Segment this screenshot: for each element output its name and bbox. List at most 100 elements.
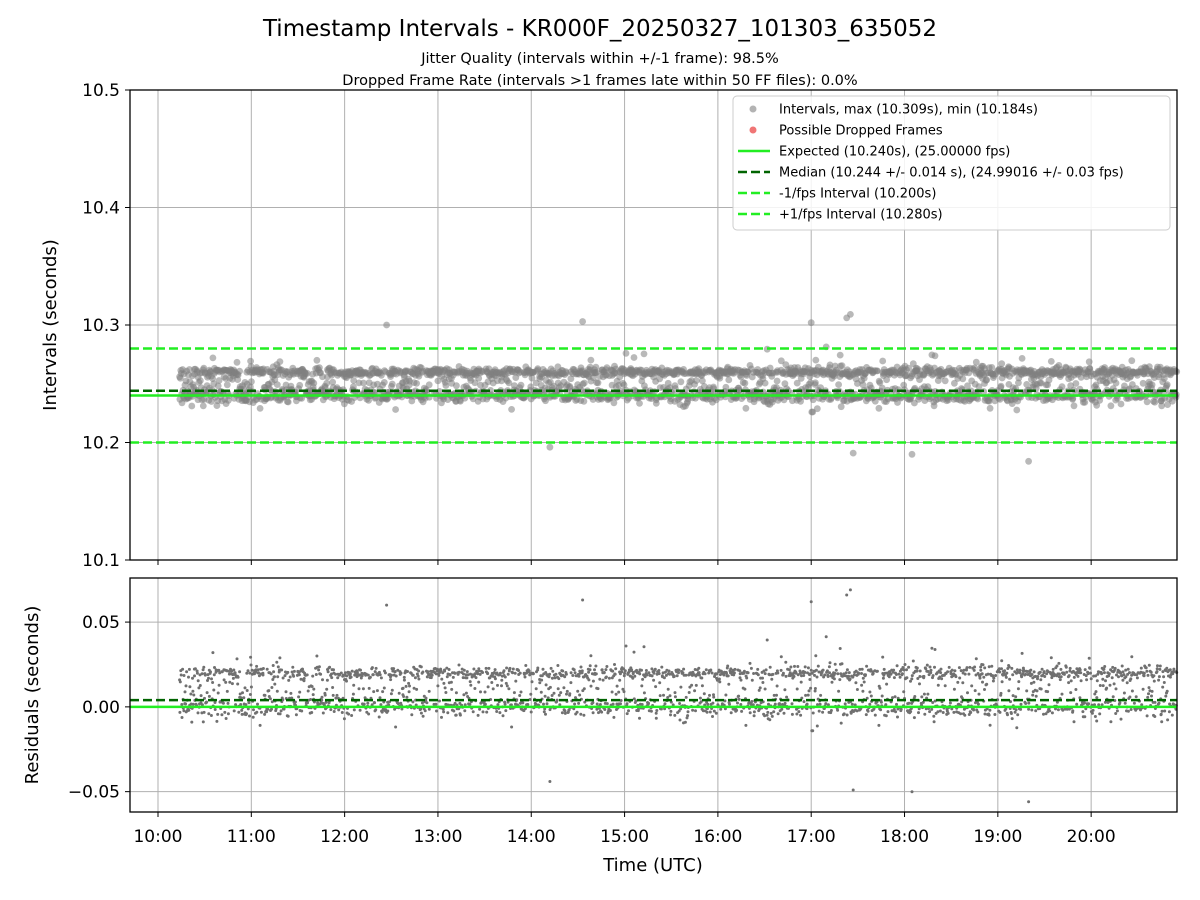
interval-point bbox=[296, 381, 304, 389]
residual-point bbox=[576, 689, 580, 693]
interval-point bbox=[247, 357, 255, 365]
residual-point bbox=[739, 703, 743, 706]
residual-point bbox=[605, 702, 609, 706]
residual-point bbox=[1150, 689, 1154, 693]
residual-point bbox=[350, 669, 354, 673]
residual-point bbox=[557, 677, 561, 681]
residual-point bbox=[600, 668, 604, 672]
residual-point bbox=[441, 707, 445, 711]
residual-point bbox=[427, 689, 431, 693]
residual-point bbox=[286, 714, 290, 718]
residual-point bbox=[625, 712, 629, 716]
residual-point bbox=[787, 668, 791, 672]
residual-point bbox=[847, 671, 851, 675]
residual-point bbox=[549, 666, 553, 670]
residual-point bbox=[1157, 701, 1161, 705]
residual-point bbox=[764, 668, 768, 672]
residual-point bbox=[510, 725, 514, 729]
residual-point bbox=[430, 673, 434, 677]
residual-point bbox=[426, 670, 430, 674]
residual-point bbox=[745, 676, 749, 680]
residual-point bbox=[1168, 668, 1172, 672]
residual-point bbox=[1146, 673, 1150, 677]
residual-point bbox=[531, 672, 535, 676]
interval-point bbox=[1070, 402, 1078, 410]
residual-point bbox=[399, 671, 403, 675]
residual-point bbox=[1059, 667, 1063, 671]
interval-point bbox=[528, 374, 536, 382]
residual-point bbox=[912, 716, 916, 720]
residual-point bbox=[588, 668, 592, 672]
interval-point bbox=[434, 377, 442, 385]
residual-point bbox=[776, 671, 780, 675]
residual-point bbox=[668, 694, 672, 698]
interval-point bbox=[233, 358, 241, 366]
residual-point bbox=[868, 690, 872, 694]
residual-point bbox=[468, 680, 472, 684]
residual-point bbox=[1011, 694, 1015, 698]
residual-point bbox=[504, 709, 508, 713]
residual-point bbox=[382, 686, 386, 690]
residual-point bbox=[423, 709, 427, 713]
residual-point bbox=[212, 673, 216, 677]
residual-point bbox=[1016, 687, 1020, 691]
residual-point bbox=[507, 687, 511, 691]
interval-point bbox=[223, 381, 231, 389]
residual-point bbox=[1155, 667, 1159, 671]
residual-point bbox=[866, 709, 870, 713]
residual-point bbox=[345, 674, 349, 678]
residual-point bbox=[1072, 720, 1076, 724]
residual-point bbox=[1102, 667, 1106, 671]
residual-point bbox=[752, 710, 756, 714]
residual-point bbox=[235, 657, 239, 661]
interval-point bbox=[826, 361, 834, 369]
residual-point bbox=[959, 712, 963, 716]
residual-point bbox=[506, 672, 510, 676]
residual-point bbox=[834, 668, 838, 672]
residual-point bbox=[465, 670, 469, 674]
residual-point bbox=[981, 663, 985, 667]
residual-point bbox=[1016, 713, 1020, 717]
residual-point bbox=[1095, 679, 1099, 683]
residual-point bbox=[854, 681, 858, 685]
residual-point bbox=[443, 669, 447, 673]
residual-point bbox=[1007, 689, 1011, 693]
residual-point bbox=[836, 708, 840, 712]
residual-point bbox=[445, 675, 449, 679]
residual-point bbox=[698, 696, 702, 700]
residual-point bbox=[442, 681, 446, 685]
residual-point bbox=[196, 711, 200, 715]
residual-point bbox=[647, 671, 651, 675]
residual-point bbox=[877, 723, 881, 727]
residual-point bbox=[483, 690, 487, 694]
residual-point bbox=[803, 665, 807, 669]
residual-point bbox=[498, 711, 502, 715]
residual-point bbox=[622, 690, 626, 694]
residual-point bbox=[1056, 708, 1060, 712]
residual-point bbox=[752, 672, 756, 675]
legend-label-plus-fps: +1/fps Interval (10.280s) bbox=[779, 208, 943, 223]
residual-point bbox=[465, 676, 469, 680]
residual-point bbox=[575, 710, 579, 714]
residual-point bbox=[1150, 694, 1153, 698]
residual-point bbox=[1036, 675, 1040, 678]
residual-point bbox=[832, 677, 836, 681]
residual-point bbox=[261, 673, 265, 677]
residual-point bbox=[677, 668, 681, 672]
residual-point bbox=[332, 710, 336, 713]
residual-point bbox=[869, 694, 873, 698]
residual-point bbox=[782, 711, 786, 715]
x-tick-label: 10:00 bbox=[133, 827, 182, 847]
interval-point bbox=[636, 400, 643, 407]
residual-point bbox=[367, 712, 371, 716]
interval-point bbox=[859, 381, 867, 389]
y-tick-label: 10.5 bbox=[82, 81, 120, 101]
residual-point bbox=[357, 687, 361, 691]
residual-point bbox=[513, 671, 517, 675]
residual-point bbox=[969, 711, 973, 714]
residual-point bbox=[580, 669, 584, 673]
interval-point bbox=[534, 365, 542, 372]
residual-point bbox=[347, 712, 351, 716]
residual-point bbox=[1069, 691, 1073, 695]
residual-point bbox=[886, 710, 890, 714]
